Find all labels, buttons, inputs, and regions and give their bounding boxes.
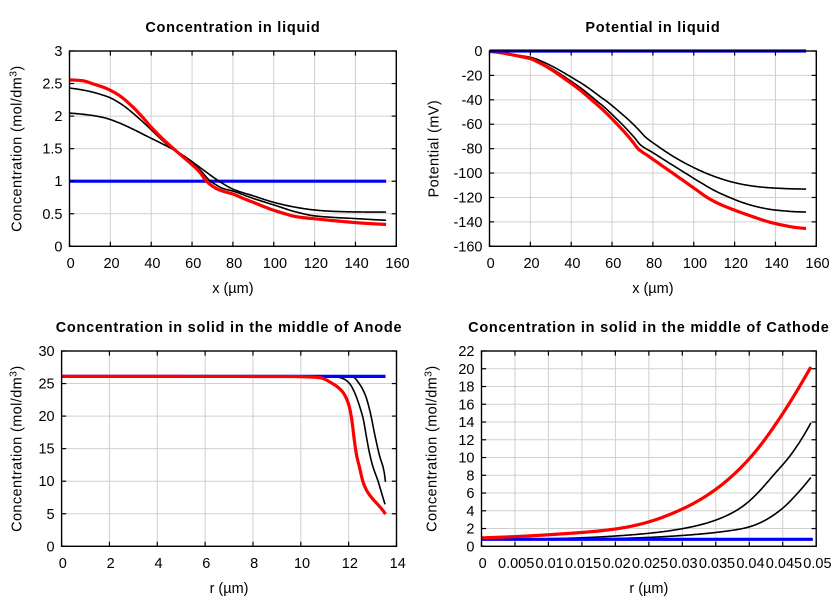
svg-text:160: 160 bbox=[385, 256, 409, 272]
svg-text:-160: -160 bbox=[453, 239, 482, 255]
svg-text:100: 100 bbox=[263, 256, 287, 272]
svg-text:-140: -140 bbox=[453, 215, 482, 231]
svg-text:2: 2 bbox=[466, 522, 474, 538]
svg-text:Concentration (mol/dm3): Concentration (mol/dm3) bbox=[423, 365, 441, 532]
svg-text:8: 8 bbox=[466, 468, 474, 484]
svg-text:r (µm): r (µm) bbox=[629, 581, 668, 597]
svg-text:140: 140 bbox=[765, 256, 789, 272]
svg-text:6: 6 bbox=[466, 486, 474, 502]
svg-text:-80: -80 bbox=[462, 142, 483, 158]
svg-text:10: 10 bbox=[458, 451, 474, 467]
svg-text:0: 0 bbox=[479, 556, 487, 572]
svg-text:10: 10 bbox=[38, 474, 54, 490]
svg-text:x (µm): x (µm) bbox=[632, 281, 673, 297]
svg-text:Concentration in liquid: Concentration in liquid bbox=[145, 20, 320, 36]
svg-text:12: 12 bbox=[342, 556, 358, 572]
svg-text:80: 80 bbox=[646, 256, 662, 272]
svg-text:Concentration in solid in the: Concentration in solid in the middle of … bbox=[56, 320, 403, 336]
svg-text:0.015: 0.015 bbox=[565, 556, 601, 572]
svg-text:15: 15 bbox=[38, 442, 54, 458]
svg-text:r (µm): r (µm) bbox=[210, 581, 249, 597]
svg-text:6: 6 bbox=[202, 556, 210, 572]
svg-text:25: 25 bbox=[38, 377, 54, 393]
svg-text:Concentration (mol/dm3): Concentration (mol/dm3) bbox=[8, 365, 26, 532]
svg-text:2: 2 bbox=[54, 109, 62, 125]
svg-text:0.05: 0.05 bbox=[803, 556, 831, 572]
svg-text:-60: -60 bbox=[462, 117, 483, 133]
svg-text:16: 16 bbox=[458, 397, 474, 413]
svg-text:0: 0 bbox=[54, 239, 62, 255]
svg-text:3: 3 bbox=[54, 44, 62, 60]
svg-text:14: 14 bbox=[458, 415, 474, 431]
svg-text:30: 30 bbox=[38, 344, 54, 360]
svg-text:60: 60 bbox=[185, 256, 201, 272]
svg-text:2: 2 bbox=[107, 556, 115, 572]
svg-text:5: 5 bbox=[47, 507, 55, 523]
svg-text:1: 1 bbox=[54, 174, 62, 190]
svg-text:0.04: 0.04 bbox=[736, 556, 764, 572]
svg-text:0.02: 0.02 bbox=[602, 556, 630, 572]
svg-text:8: 8 bbox=[250, 556, 258, 572]
svg-text:0: 0 bbox=[474, 44, 482, 60]
svg-text:40: 40 bbox=[564, 256, 580, 272]
svg-text:Potential in liquid: Potential in liquid bbox=[585, 20, 720, 36]
svg-text:20: 20 bbox=[523, 256, 539, 272]
svg-text:100: 100 bbox=[683, 256, 707, 272]
svg-text:x (µm): x (µm) bbox=[212, 281, 253, 297]
svg-text:0.045: 0.045 bbox=[766, 556, 802, 572]
svg-text:0.005: 0.005 bbox=[498, 556, 534, 572]
svg-text:20: 20 bbox=[38, 409, 54, 425]
svg-text:22: 22 bbox=[458, 344, 474, 360]
svg-text:160: 160 bbox=[805, 256, 829, 272]
svg-text:Potential (mV): Potential (mV) bbox=[427, 100, 443, 197]
svg-text:Concentration (mol/dm3): Concentration (mol/dm3) bbox=[8, 65, 26, 232]
svg-text:0.03: 0.03 bbox=[669, 556, 697, 572]
svg-text:0.035: 0.035 bbox=[699, 556, 735, 572]
svg-text:0: 0 bbox=[59, 556, 67, 572]
svg-text:-40: -40 bbox=[462, 93, 483, 109]
svg-text:0: 0 bbox=[67, 256, 75, 272]
svg-text:12: 12 bbox=[458, 433, 474, 449]
svg-text:4: 4 bbox=[466, 504, 474, 520]
svg-text:0: 0 bbox=[466, 539, 474, 555]
svg-text:120: 120 bbox=[304, 256, 328, 272]
svg-text:-100: -100 bbox=[453, 166, 482, 182]
svg-text:10: 10 bbox=[294, 556, 310, 572]
svg-text:0.5: 0.5 bbox=[42, 207, 62, 223]
svg-text:0.025: 0.025 bbox=[632, 556, 668, 572]
svg-text:140: 140 bbox=[345, 256, 369, 272]
svg-text:1.5: 1.5 bbox=[42, 142, 62, 158]
svg-text:Concentration in solid in the: Concentration in solid in the middle of … bbox=[468, 320, 830, 336]
svg-text:0: 0 bbox=[487, 256, 495, 272]
svg-text:-120: -120 bbox=[453, 190, 482, 206]
svg-text:-20: -20 bbox=[462, 68, 483, 84]
svg-text:18: 18 bbox=[458, 380, 474, 396]
svg-text:60: 60 bbox=[605, 256, 621, 272]
svg-text:20: 20 bbox=[458, 362, 474, 378]
svg-text:2.5: 2.5 bbox=[42, 77, 62, 93]
svg-text:120: 120 bbox=[724, 256, 748, 272]
svg-text:40: 40 bbox=[144, 256, 160, 272]
svg-text:4: 4 bbox=[154, 556, 162, 572]
svg-text:80: 80 bbox=[226, 256, 242, 272]
svg-text:0: 0 bbox=[47, 539, 55, 555]
svg-text:14: 14 bbox=[390, 556, 406, 572]
svg-text:0.01: 0.01 bbox=[536, 556, 564, 572]
svg-text:20: 20 bbox=[103, 256, 119, 272]
